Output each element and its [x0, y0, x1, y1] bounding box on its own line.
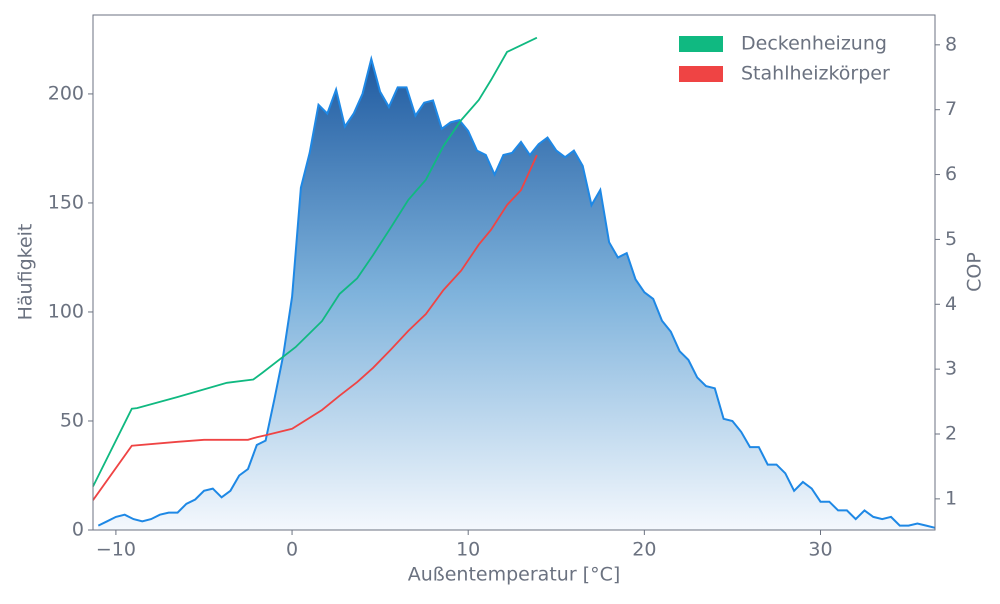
y-tick-label: 200: [48, 82, 84, 104]
y2-axis-label: COP: [964, 252, 986, 292]
y2-tick-label: 3: [945, 358, 957, 380]
y-tick-label: 50: [60, 409, 84, 431]
series-line: [97, 55, 936, 529]
area-fill: [98, 59, 935, 530]
x-tick-label: 30: [808, 539, 832, 561]
y2-tick-label: 2: [945, 423, 957, 445]
y2-tick-label: 4: [945, 293, 957, 315]
legend-label: Deckenheizung: [741, 33, 887, 55]
x-tick-label: 10: [456, 539, 480, 561]
series-line: [92, 154, 538, 501]
plot-frame: [92, 14, 936, 531]
y-tick-label: 150: [48, 191, 84, 213]
x-tick-label: 20: [632, 539, 656, 561]
y-tick-label: 100: [48, 300, 84, 322]
y2-tick-label: 1: [945, 487, 957, 509]
y2-tick-label: 5: [945, 228, 957, 250]
series-line: [92, 36, 538, 487]
legend-swatch: [679, 36, 723, 52]
y-axis-label: Häufigkeit: [15, 224, 37, 321]
x-axis-label: Außentemperatur [°C]: [408, 564, 621, 586]
y-tick-label: 0: [72, 519, 84, 541]
x-tick-label: −10: [96, 539, 136, 561]
x-tick-label: 0: [286, 539, 298, 561]
legend-label: Stahlheizkörper: [741, 63, 890, 85]
legend-swatch: [679, 66, 723, 82]
y2-tick-label: 8: [945, 33, 957, 55]
y2-tick-label: 7: [945, 98, 957, 120]
y2-tick-label: 6: [945, 163, 957, 185]
